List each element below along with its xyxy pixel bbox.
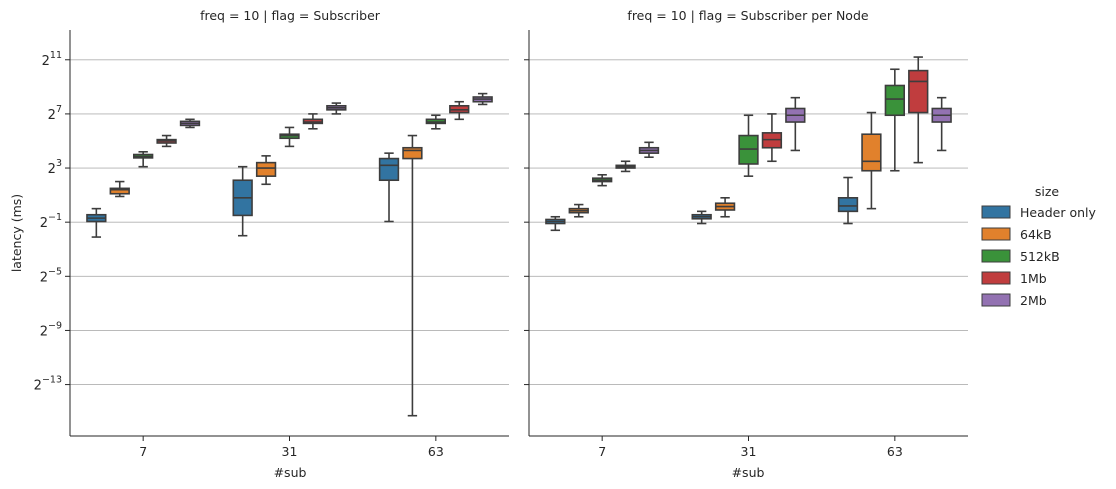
legend: size Header only 64kB 512kB 1Mb 2Mb bbox=[981, 184, 1097, 308]
legend-swatch bbox=[981, 205, 1011, 219]
box-header-only-31 bbox=[691, 210, 712, 225]
x-tick-label: 63 bbox=[887, 444, 903, 459]
y-tick-labels: 211 27 23 2−1 2−5 2−9 2−13 bbox=[34, 50, 70, 394]
x-tick-label: 31 bbox=[282, 444, 298, 459]
y-tick-label: 211 bbox=[42, 50, 62, 69]
box-512kb-63 bbox=[884, 68, 905, 172]
box-header-only-63 bbox=[378, 152, 400, 223]
y-tick-marks bbox=[524, 59, 529, 386]
x-axis-label: #sub bbox=[274, 465, 307, 480]
x-tick-labels: 7 31 63 bbox=[139, 436, 444, 459]
box-header-only-31 bbox=[232, 165, 253, 237]
box-header-only-63 bbox=[837, 176, 859, 225]
box-512kb-31 bbox=[279, 126, 300, 148]
panel-title: freq = 10 | flag = Subscriber per Node bbox=[627, 8, 868, 23]
x-tick-label: 7 bbox=[139, 444, 147, 459]
box-body bbox=[837, 197, 859, 213]
legend-swatch bbox=[981, 249, 1011, 263]
box-1mb-63 bbox=[449, 100, 470, 121]
legend-entry: 2Mb bbox=[981, 293, 1047, 308]
x-tick-label: 63 bbox=[428, 444, 444, 459]
x-tick-label: 31 bbox=[741, 444, 757, 459]
box-1mb-7 bbox=[615, 160, 636, 173]
box-2mb-7 bbox=[179, 118, 201, 129]
y-tick-label: 23 bbox=[48, 158, 62, 177]
x-axis-label: #sub bbox=[732, 465, 765, 480]
box-64kb-63 bbox=[402, 134, 423, 417]
panel-subscriber-per-node: freq = 10 | flag = Subscriber per Node 7… bbox=[524, 8, 968, 480]
legend-entry: Header only bbox=[981, 205, 1097, 220]
legend-items: Header only 64kB 512kB 1Mb 2Mb bbox=[981, 205, 1097, 308]
legend-label: 512kB bbox=[1020, 249, 1060, 264]
box-64kb-7 bbox=[568, 203, 589, 218]
legend-swatch bbox=[981, 293, 1011, 307]
legend-entry: 1Mb bbox=[981, 271, 1047, 286]
box-1mb-7 bbox=[156, 134, 177, 148]
box-header-only-7 bbox=[545, 215, 566, 232]
box-512kb-63 bbox=[425, 114, 446, 130]
box-2mb-31 bbox=[326, 102, 347, 115]
box-body bbox=[861, 133, 882, 172]
box-64kb-7 bbox=[109, 180, 130, 198]
box-64kb-31 bbox=[714, 197, 736, 218]
boxes-group bbox=[86, 92, 493, 417]
y-tick-label: 2−1 bbox=[40, 212, 62, 231]
legend-label: 64kB bbox=[1020, 227, 1052, 242]
box-1mb-31 bbox=[761, 113, 783, 163]
box-body bbox=[402, 146, 423, 160]
box-body bbox=[884, 84, 905, 117]
box-header-only-7 bbox=[86, 207, 107, 238]
box-2mb-63 bbox=[472, 92, 493, 106]
legend-label: 1Mb bbox=[1020, 271, 1047, 286]
box-body bbox=[908, 69, 929, 114]
box-body bbox=[109, 187, 130, 195]
box-1mb-63 bbox=[908, 56, 929, 164]
box-512kb-7 bbox=[133, 151, 154, 168]
box-1mb-31 bbox=[302, 113, 324, 130]
box-2mb-31 bbox=[785, 96, 806, 152]
legend-label: 2Mb bbox=[1020, 293, 1047, 308]
legend-entry: 512kB bbox=[981, 249, 1060, 264]
box-body bbox=[255, 161, 277, 177]
box-2mb-63 bbox=[931, 96, 952, 152]
y-tick-label: 2−9 bbox=[40, 320, 62, 339]
legend-swatch bbox=[981, 227, 1011, 241]
box-body bbox=[378, 157, 400, 182]
box-64kb-63 bbox=[861, 111, 882, 210]
box-512kb-7 bbox=[592, 174, 613, 187]
x-tick-labels: 7 31 63 bbox=[598, 436, 903, 459]
legend-entry: 64kB bbox=[981, 227, 1052, 242]
box-512kb-31 bbox=[738, 114, 759, 177]
y-tick-label: 27 bbox=[48, 104, 62, 123]
panel-subscriber: freq = 10 | flag = Subscriber 211 27 23 2−1… bbox=[9, 8, 509, 480]
box-64kb-31 bbox=[255, 155, 277, 186]
panel-title: freq = 10 | flag = Subscriber bbox=[200, 8, 381, 23]
y-tick-label: 2−5 bbox=[40, 266, 62, 285]
legend-label: Header only bbox=[1020, 205, 1097, 220]
x-tick-label: 7 bbox=[598, 444, 606, 459]
y-tick-label: 2−13 bbox=[34, 375, 62, 394]
boxes-group bbox=[545, 56, 952, 232]
box-2mb-7 bbox=[638, 141, 660, 159]
legend-swatch bbox=[981, 271, 1011, 285]
y-axis-label: latency (ms) bbox=[9, 194, 24, 272]
legend-title: size bbox=[1035, 184, 1060, 199]
grid-lines bbox=[70, 59, 509, 386]
